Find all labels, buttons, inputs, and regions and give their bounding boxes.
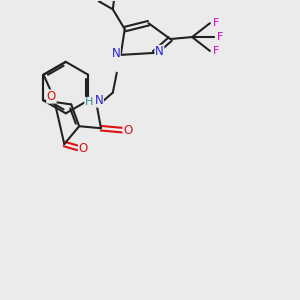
Text: O: O <box>47 90 56 103</box>
Text: N: N <box>94 94 103 107</box>
Text: F: F <box>213 46 219 56</box>
Text: F: F <box>213 18 219 28</box>
Text: N: N <box>155 45 164 58</box>
Text: H: H <box>85 98 93 107</box>
Text: O: O <box>123 124 132 137</box>
Text: F: F <box>217 32 223 42</box>
Text: O: O <box>79 142 88 154</box>
Text: N: N <box>111 47 120 60</box>
